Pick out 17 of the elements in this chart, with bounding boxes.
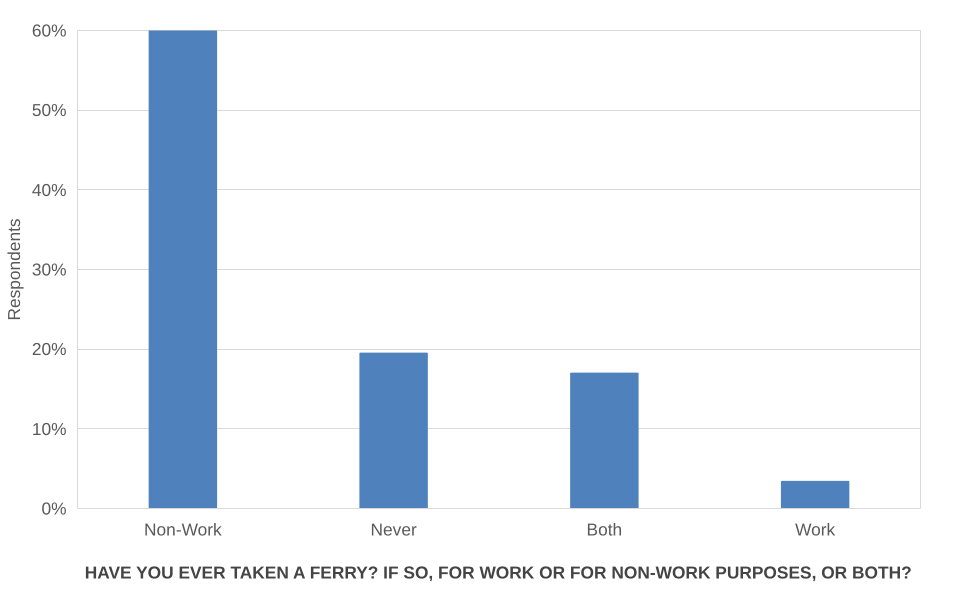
- y-tick-label: 10%: [32, 418, 67, 439]
- y-axis-title: Respondents: [4, 218, 24, 321]
- bar: [148, 30, 218, 508]
- y-tick-label: 0%: [41, 498, 66, 518]
- y-tick-label: 50%: [32, 100, 67, 120]
- y-tick-label: 30%: [32, 260, 67, 280]
- y-tick-label: 40%: [32, 180, 67, 200]
- x-tick-label: Never: [370, 520, 417, 540]
- y-tick-label: 60%: [32, 20, 67, 40]
- y-tick-label: 20%: [32, 339, 67, 360]
- x-tick-label: Non-Work: [144, 520, 222, 540]
- x-tick-label: Both: [586, 520, 622, 540]
- x-axis-title: HAVE YOU EVER TAKEN A FERRY? IF SO, FOR WORK OR FOR NON-WORK PURPOSES, OR BOTH?: [84, 562, 912, 582]
- bar: [570, 372, 639, 508]
- bar: [780, 480, 850, 508]
- x-tick-label: Work: [795, 520, 836, 540]
- bar: [359, 352, 428, 508]
